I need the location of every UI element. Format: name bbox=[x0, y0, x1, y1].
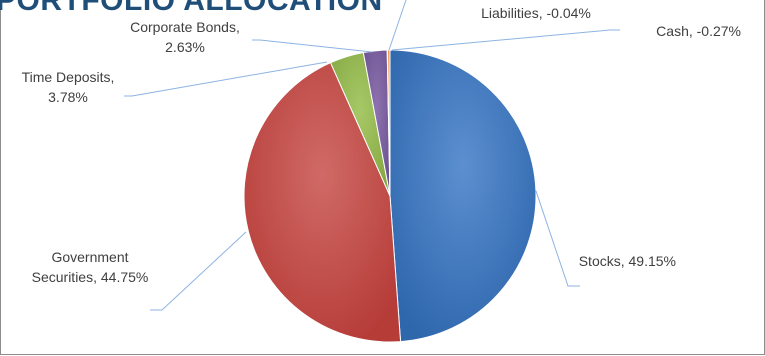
data-label-liabilities: Liabilities, -0.04% bbox=[481, 5, 591, 21]
leader-line-stocks bbox=[535, 190, 580, 287]
data-label-time-deposits: 3.78% bbox=[48, 89, 88, 105]
leader-line-cash bbox=[391, 29, 620, 51]
data-label-government-securities: Government bbox=[51, 249, 128, 265]
pie-slice-cash bbox=[387, 49, 391, 197]
data-label-corporate-bonds: 2.63% bbox=[165, 39, 205, 55]
chart-title-container: PORTFOLIO ALLOCATION bbox=[0, 0, 392, 14]
data-label-government-securities: Securities, 44.75% bbox=[32, 269, 149, 285]
chart-title: PORTFOLIO ALLOCATION bbox=[0, 0, 383, 14]
leader-line-liabilities bbox=[388, 0, 407, 51]
data-label-stocks: Stocks, 49.15% bbox=[579, 253, 676, 269]
data-label-time-deposits: Time Deposits, bbox=[22, 69, 115, 85]
leader-line-corporate-bonds bbox=[252, 39, 373, 53]
leader-line-government-securities bbox=[150, 231, 247, 311]
data-label-cash: Cash, -0.27% bbox=[656, 23, 741, 39]
data-label-corporate-bonds: Corporate Bonds, bbox=[130, 19, 240, 35]
pie-slice-stocks bbox=[389, 49, 537, 343]
leader-line-time-deposits bbox=[124, 61, 328, 97]
